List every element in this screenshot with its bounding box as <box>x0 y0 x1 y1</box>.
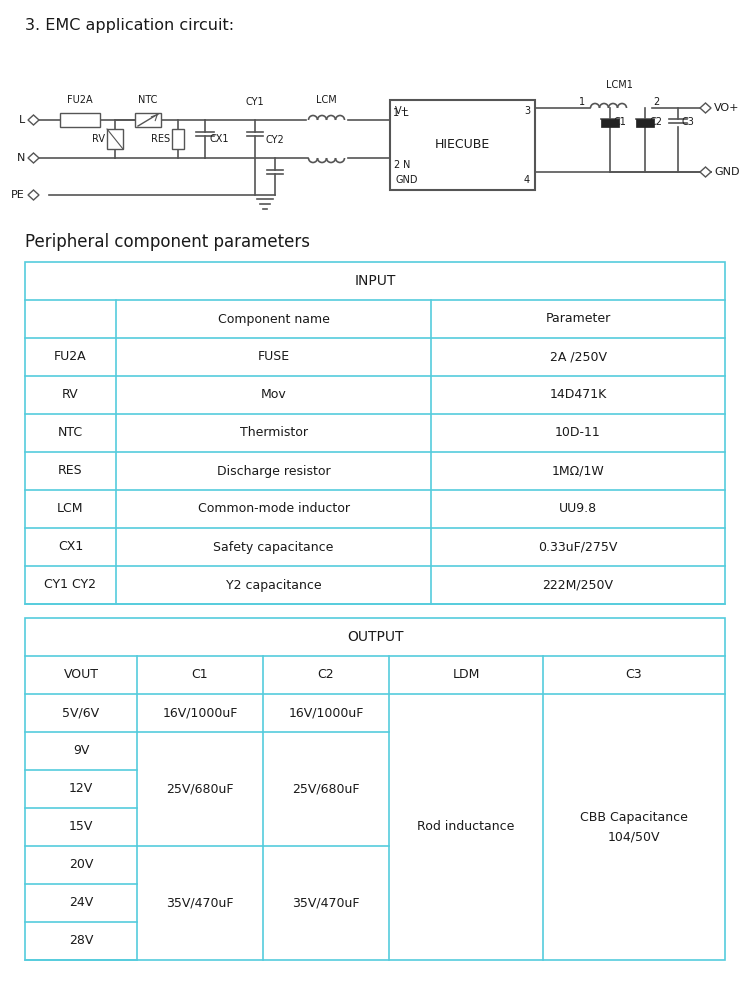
Text: LCM1: LCM1 <box>605 80 632 90</box>
Text: Y2 capacitance: Y2 capacitance <box>226 579 321 592</box>
Text: 222M/250V: 222M/250V <box>542 579 614 592</box>
Text: 2: 2 <box>393 160 399 170</box>
Polygon shape <box>700 103 711 113</box>
Text: 25V/680uF: 25V/680uF <box>166 782 234 795</box>
Text: CY2: CY2 <box>266 135 284 145</box>
Text: C1: C1 <box>614 117 627 127</box>
Text: CX1: CX1 <box>210 134 230 144</box>
Bar <box>25 262 725 604</box>
Text: N: N <box>16 153 25 163</box>
Text: 2A /250V: 2A /250V <box>550 351 607 364</box>
Text: RV: RV <box>92 134 105 144</box>
Text: 5V/6V: 5V/6V <box>62 707 100 720</box>
Text: 9V: 9V <box>73 745 89 757</box>
Bar <box>107 129 123 149</box>
Text: C2: C2 <box>649 117 662 127</box>
Text: 35V/470uF: 35V/470uF <box>292 896 360 909</box>
Text: LCM: LCM <box>57 503 84 515</box>
Bar <box>135 113 161 127</box>
Text: RES: RES <box>151 134 170 144</box>
Text: Rod inductance: Rod inductance <box>417 821 514 834</box>
Text: C1: C1 <box>192 668 208 681</box>
Polygon shape <box>28 115 39 125</box>
Bar <box>25 618 725 960</box>
Text: N: N <box>403 160 410 170</box>
Text: CBB Capacitance
104/50V: CBB Capacitance 104/50V <box>580 811 688 843</box>
Bar <box>636 119 654 127</box>
Text: NTC: NTC <box>58 426 83 439</box>
Text: OUTPUT: OUTPUT <box>346 630 404 644</box>
Text: L: L <box>19 115 25 125</box>
Polygon shape <box>28 153 39 163</box>
Text: FU2A: FU2A <box>54 351 87 364</box>
Text: LCM: LCM <box>316 95 336 105</box>
Text: NTC: NTC <box>138 95 158 105</box>
Text: PE: PE <box>11 190 25 200</box>
Text: 1: 1 <box>393 108 399 118</box>
Text: 2: 2 <box>653 97 659 107</box>
Text: 4: 4 <box>524 175 530 185</box>
Text: 10D-11: 10D-11 <box>555 426 601 439</box>
Text: CX1: CX1 <box>58 540 83 553</box>
Text: RES: RES <box>58 465 82 478</box>
Text: 1MΩ/1W: 1MΩ/1W <box>551 465 604 478</box>
Polygon shape <box>28 190 39 200</box>
Text: 1: 1 <box>579 97 585 107</box>
Text: 3. EMC application circuit:: 3. EMC application circuit: <box>25 18 234 33</box>
Text: VOUT: VOUT <box>64 668 98 681</box>
Text: C2: C2 <box>318 668 334 681</box>
Text: VO+: VO+ <box>714 103 740 113</box>
Bar <box>601 119 619 127</box>
Text: 25V/680uF: 25V/680uF <box>292 782 360 795</box>
Text: INPUT: INPUT <box>354 274 396 288</box>
Text: Safety capacitance: Safety capacitance <box>213 540 334 553</box>
Bar <box>390 100 535 190</box>
Text: 0.33uF/275V: 0.33uF/275V <box>538 540 618 553</box>
Text: Component name: Component name <box>217 312 329 326</box>
Text: FUSE: FUSE <box>257 351 290 364</box>
Text: GND: GND <box>714 167 740 177</box>
Text: Parameter: Parameter <box>545 312 610 326</box>
Text: C3: C3 <box>682 117 694 127</box>
Text: 24V: 24V <box>69 896 93 909</box>
Text: Thermistor: Thermistor <box>239 426 308 439</box>
Text: C3: C3 <box>626 668 642 681</box>
Text: 35V/470uF: 35V/470uF <box>166 896 234 909</box>
Text: Common-mode inductor: Common-mode inductor <box>197 503 350 515</box>
Text: UU9.8: UU9.8 <box>559 503 597 515</box>
Text: Peripheral component parameters: Peripheral component parameters <box>25 233 310 251</box>
Text: FU2A: FU2A <box>68 95 93 105</box>
Text: LDM: LDM <box>452 668 480 681</box>
Text: 15V: 15V <box>69 821 93 834</box>
Bar <box>172 129 184 149</box>
Text: 28V: 28V <box>69 934 93 948</box>
Text: 20V: 20V <box>69 859 93 872</box>
Text: 16V/1000uF: 16V/1000uF <box>162 707 238 720</box>
Text: 3: 3 <box>524 106 530 116</box>
Text: 12V: 12V <box>69 782 93 795</box>
Text: 16V/1000uF: 16V/1000uF <box>288 707 364 720</box>
Text: L: L <box>403 108 409 118</box>
Polygon shape <box>700 167 711 177</box>
Text: CY1: CY1 <box>246 97 264 107</box>
Text: CY1 CY2: CY1 CY2 <box>44 579 97 592</box>
Text: Mov: Mov <box>261 388 286 401</box>
Text: GND: GND <box>395 175 418 185</box>
Text: V+: V+ <box>395 106 410 116</box>
Bar <box>60 113 100 127</box>
Text: Discharge resistor: Discharge resistor <box>217 465 330 478</box>
Text: RV: RV <box>62 388 79 401</box>
Text: 14D471K: 14D471K <box>549 388 607 401</box>
Text: HIECUBE: HIECUBE <box>435 138 490 151</box>
